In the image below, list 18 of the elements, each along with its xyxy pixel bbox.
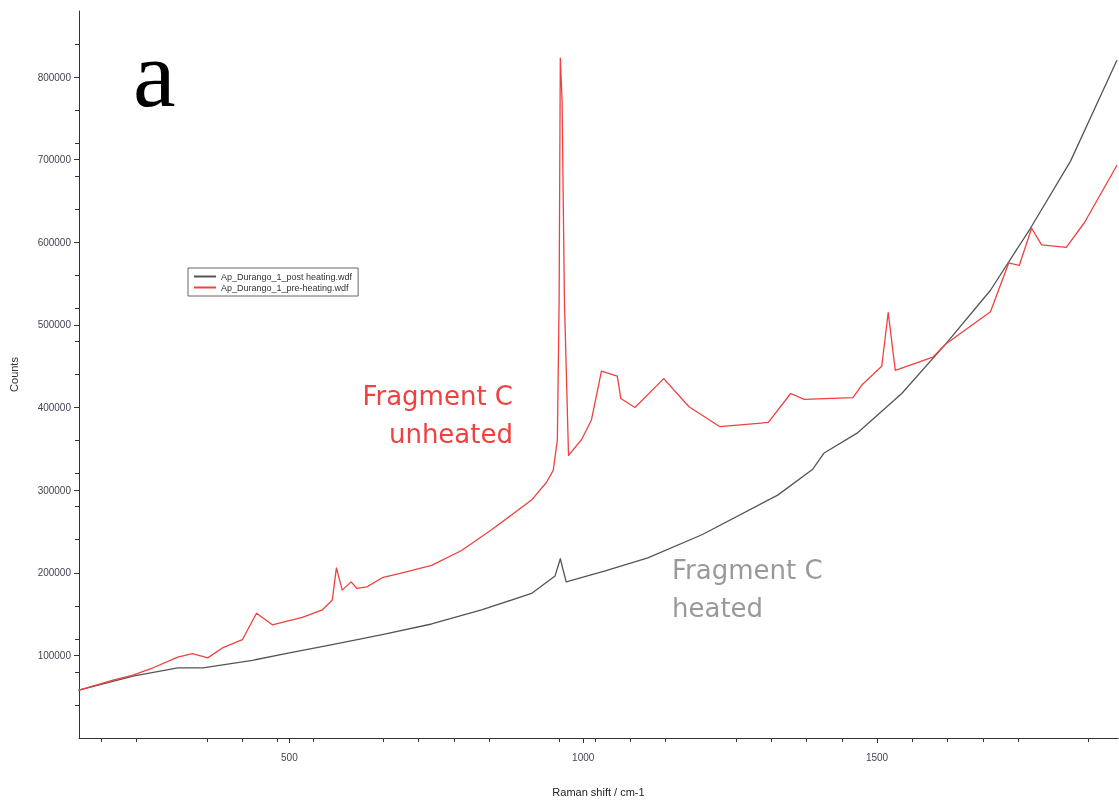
annotation: Fragment C heated <box>672 555 823 623</box>
y-tick-label: 400000 <box>37 402 72 414</box>
y-tick-label: 800000 <box>37 71 72 83</box>
x-tick-label: 1000 <box>572 751 595 763</box>
y-tick-label: 500000 <box>37 319 72 331</box>
y-tick-label: 200000 <box>37 567 72 579</box>
x-tick-label: 500 <box>281 751 299 763</box>
legend-label: Ap_Durango_1_post heating.wdf <box>221 271 353 282</box>
x-tick-label: 1500 <box>865 751 889 763</box>
y-axis-title: Counts <box>7 356 20 392</box>
legend-label: Ap_Durango_1_pre-heating.wdf <box>221 282 350 293</box>
annotation: a <box>133 19 176 127</box>
x-axis-title: Raman shift / cm-1 <box>552 785 645 798</box>
y-tick-label: 100000 <box>37 649 72 661</box>
y-tick-label: 300000 <box>37 484 72 496</box>
y-tick-label: 600000 <box>37 236 72 248</box>
annotation: Fragment C unheated <box>362 381 513 449</box>
y-tick-label: 700000 <box>37 154 72 166</box>
